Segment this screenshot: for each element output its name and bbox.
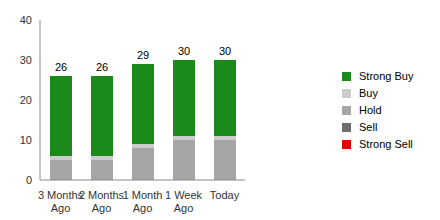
svg-text:2 MonthsAgo: 2 MonthsAgo <box>79 189 125 214</box>
svg-text:40: 40 <box>20 14 32 26</box>
svg-text:3 MonthsAgo: 3 MonthsAgo <box>38 189 84 214</box>
svg-text:1 MonthAgo: 1 MonthAgo <box>123 189 163 214</box>
svg-text:30: 30 <box>20 54 32 66</box>
svg-text:20: 20 <box>20 94 32 106</box>
svg-text:29: 29 <box>137 49 149 61</box>
html-text:Sell: Sell <box>359 121 378 133</box>
svg-text:10: 10 <box>20 134 32 146</box>
html-text:Strong Sell: Strong Sell <box>359 138 413 150</box>
svg-text:26: 26 <box>96 61 108 73</box>
html-text:Buy: Buy <box>359 87 378 99</box>
html-text:Strong Buy: Strong Buy <box>359 70 414 82</box>
svg-text:1 WeekAgo: 1 WeekAgo <box>165 189 203 214</box>
html-text:Hold: Hold <box>359 104 382 116</box>
svg-text:26: 26 <box>55 61 67 73</box>
svg-text:0: 0 <box>26 174 32 186</box>
svg-text:30: 30 <box>178 45 190 57</box>
svg-text:Today: Today <box>210 189 240 201</box>
svg-text:30: 30 <box>219 45 231 57</box>
